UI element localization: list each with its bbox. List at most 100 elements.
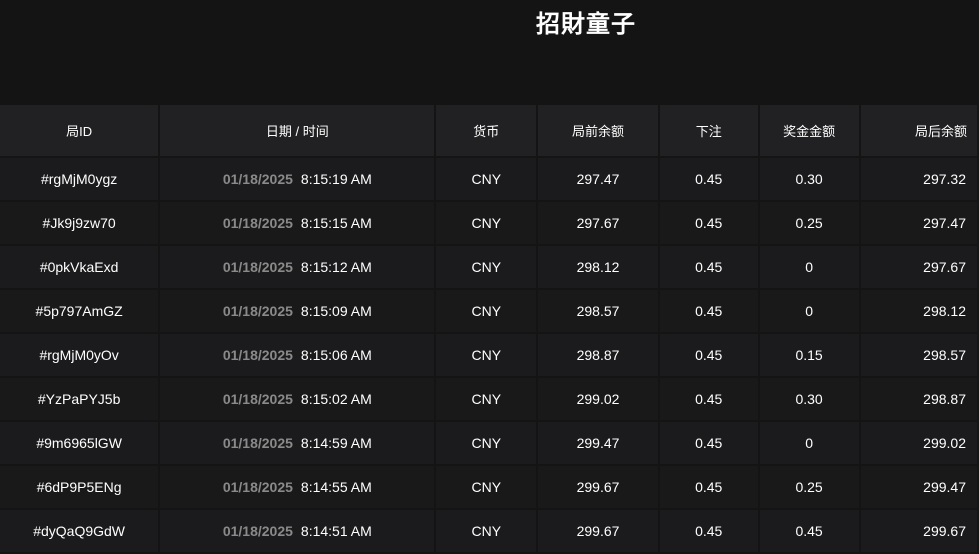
bet: 0.45 xyxy=(659,422,758,464)
round-id[interactable]: #0pkVkaExd xyxy=(0,246,159,288)
balance-before: 299.02 xyxy=(538,378,658,420)
time: 8:15:19 AM xyxy=(300,171,372,187)
time: 8:14:59 AM xyxy=(300,435,372,451)
win-amount: 0 xyxy=(759,422,859,464)
balance-after: 298.57 xyxy=(860,334,977,376)
page-title: 招財童子 xyxy=(536,10,636,38)
round-id[interactable]: #9m6965lGW xyxy=(0,422,159,464)
balance-before: 298.57 xyxy=(538,290,658,332)
balance-after: 299.67 xyxy=(860,510,977,552)
round-id[interactable]: #6dP9P5ENg xyxy=(0,466,159,508)
date: 01/18/2025 xyxy=(222,303,293,319)
col-datetime: 日期 / 时间 xyxy=(160,105,435,156)
currency: CNY xyxy=(436,290,537,332)
balance-before: 298.12 xyxy=(538,246,658,288)
balance-after: 297.32 xyxy=(860,158,977,200)
col-balance-after: 局后余额 xyxy=(860,105,977,156)
col-balance-before: 局前余额 xyxy=(538,105,658,156)
win-amount: 0 xyxy=(759,246,859,288)
datetime: 01/18/2025 8:15:15 AM xyxy=(160,202,435,244)
bet: 0.45 xyxy=(659,378,758,420)
currency: CNY xyxy=(436,246,537,288)
balance-before: 297.47 xyxy=(538,158,658,200)
currency: CNY xyxy=(436,378,537,420)
date: 01/18/2025 xyxy=(222,215,293,231)
bet: 0.45 xyxy=(659,290,758,332)
table-row[interactable]: #0pkVkaExd 01/18/2025 8:15:12 AM CNY 298.… xyxy=(0,246,977,288)
date: 01/18/2025 xyxy=(222,259,293,275)
balance-after: 298.12 xyxy=(860,290,977,332)
table-row[interactable]: #dyQaQ9GdW 01/18/2025 8:14:51 AM CNY 299.… xyxy=(0,510,977,552)
table-header: 局ID 日期 / 时间 货币 局前余额 下注 奖金金额 局后余额 xyxy=(0,105,977,156)
history-table: 局ID 日期 / 时间 货币 局前余额 下注 奖金金额 局后余额 #rgMjM0… xyxy=(0,103,979,554)
date: 01/18/2025 xyxy=(222,523,293,539)
date: 01/18/2025 xyxy=(222,435,293,451)
balance-after: 298.87 xyxy=(860,378,977,420)
datetime: 01/18/2025 8:15:09 AM xyxy=(160,290,435,332)
win-amount: 0 xyxy=(759,290,859,332)
round-id[interactable]: #dyQaQ9GdW xyxy=(0,510,159,552)
currency: CNY xyxy=(436,466,537,508)
table-row[interactable]: #rgMjM0ygz 01/18/2025 8:15:19 AM CNY 297.… xyxy=(0,158,977,200)
col-currency: 货币 xyxy=(436,105,537,156)
datetime: 01/18/2025 8:14:59 AM xyxy=(160,422,435,464)
bet: 0.45 xyxy=(659,202,758,244)
table-row[interactable]: #Jk9j9zw70 01/18/2025 8:15:15 AM CNY 297.… xyxy=(0,202,977,244)
table-row[interactable]: #rgMjM0yOv 01/18/2025 8:15:06 AM CNY 298.… xyxy=(0,334,977,376)
table-row[interactable]: #9m6965lGW 01/18/2025 8:14:59 AM CNY 299.… xyxy=(0,422,977,464)
currency: CNY xyxy=(436,202,537,244)
currency: CNY xyxy=(436,158,537,200)
win-amount: 0.30 xyxy=(759,158,859,200)
round-id[interactable]: #rgMjM0ygz xyxy=(0,158,159,200)
round-id[interactable]: #rgMjM0yOv xyxy=(0,334,159,376)
table-row[interactable]: #YzPaPYJ5b 01/18/2025 8:15:02 AM CNY 299.… xyxy=(0,378,977,420)
bet: 0.45 xyxy=(659,158,758,200)
col-round-id: 局ID xyxy=(0,105,159,156)
col-win: 奖金金额 xyxy=(759,105,859,156)
balance-after: 299.47 xyxy=(860,466,977,508)
win-amount: 0.25 xyxy=(759,202,859,244)
currency: CNY xyxy=(436,334,537,376)
round-id[interactable]: #YzPaPYJ5b xyxy=(0,378,159,420)
balance-before: 299.67 xyxy=(538,510,658,552)
win-amount: 0.45 xyxy=(759,510,859,552)
date: 01/18/2025 xyxy=(222,479,293,495)
time: 8:15:15 AM xyxy=(300,215,372,231)
date: 01/18/2025 xyxy=(222,391,293,407)
currency: CNY xyxy=(436,510,537,552)
col-bet: 下注 xyxy=(659,105,758,156)
balance-before: 297.67 xyxy=(538,202,658,244)
win-amount: 0.15 xyxy=(759,334,859,376)
bet: 0.45 xyxy=(659,246,758,288)
datetime: 01/18/2025 8:15:02 AM xyxy=(160,378,435,420)
currency: CNY xyxy=(436,422,537,464)
time: 8:15:09 AM xyxy=(300,303,372,319)
time: 8:14:55 AM xyxy=(300,479,372,495)
datetime: 01/18/2025 8:15:06 AM xyxy=(160,334,435,376)
datetime: 01/18/2025 8:15:12 AM xyxy=(160,246,435,288)
datetime: 01/18/2025 8:14:55 AM xyxy=(160,466,435,508)
bet: 0.45 xyxy=(659,510,758,552)
win-amount: 0.30 xyxy=(759,378,859,420)
time: 8:15:06 AM xyxy=(300,347,372,363)
table-row[interactable]: #6dP9P5ENg 01/18/2025 8:14:55 AM CNY 299.… xyxy=(0,466,977,508)
balance-after: 297.47 xyxy=(860,202,977,244)
win-amount: 0.25 xyxy=(759,466,859,508)
round-id[interactable]: #Jk9j9zw70 xyxy=(0,202,159,244)
datetime: 01/18/2025 8:15:19 AM xyxy=(160,158,435,200)
balance-before: 299.67 xyxy=(538,466,658,508)
time: 8:15:02 AM xyxy=(300,391,372,407)
round-id[interactable]: #5p797AmGZ xyxy=(0,290,159,332)
date: 01/18/2025 xyxy=(222,171,293,187)
time: 8:14:51 AM xyxy=(300,523,372,539)
balance-after: 299.02 xyxy=(860,422,977,464)
time: 8:15:12 AM xyxy=(300,259,372,275)
datetime: 01/18/2025 8:14:51 AM xyxy=(160,510,435,552)
date: 01/18/2025 xyxy=(222,347,293,363)
balance-before: 299.47 xyxy=(538,422,658,464)
table-row[interactable]: #5p797AmGZ 01/18/2025 8:15:09 AM CNY 298.… xyxy=(0,290,977,332)
bet: 0.45 xyxy=(659,466,758,508)
bet: 0.45 xyxy=(659,334,758,376)
balance-after: 297.67 xyxy=(860,246,977,288)
balance-before: 298.87 xyxy=(538,334,658,376)
